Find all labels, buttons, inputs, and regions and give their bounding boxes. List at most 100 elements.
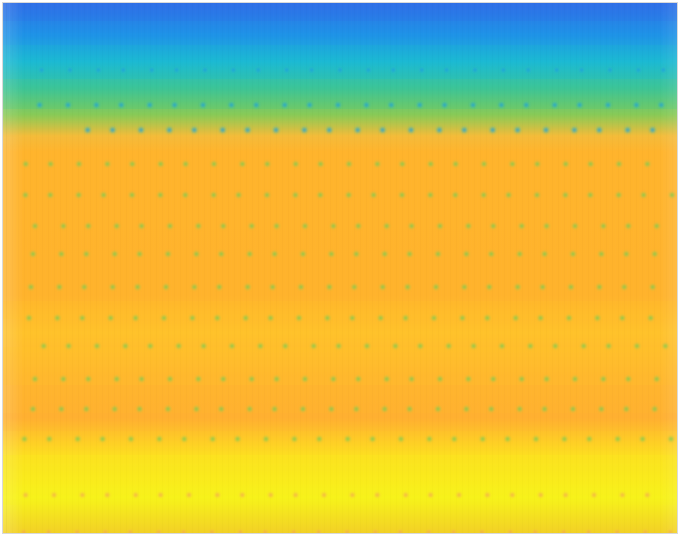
texture-streak — [300, 3, 301, 534]
texture-dot — [192, 250, 201, 258]
texture-dot — [160, 314, 168, 322]
texture-dot — [93, 342, 101, 350]
texture-streak — [351, 3, 352, 534]
texture-streak — [645, 3, 646, 534]
texture-streak — [648, 3, 649, 534]
texture-dot — [668, 191, 676, 199]
texture-streak — [573, 3, 574, 534]
texture-dot — [233, 435, 242, 443]
texture-dot — [641, 529, 650, 533]
texture-dot — [652, 222, 661, 230]
texture-dot — [382, 222, 391, 230]
texture-dot — [517, 222, 526, 230]
texture-dot — [354, 222, 363, 230]
texture-streak — [216, 3, 217, 534]
texture-dot — [314, 529, 323, 533]
texture-streak — [210, 3, 211, 534]
texture-dot — [215, 283, 224, 291]
texture-streak — [153, 3, 154, 534]
texture-dot — [336, 66, 344, 74]
texture-dot — [362, 101, 371, 109]
texture-dot — [29, 405, 37, 413]
texture-streak — [615, 3, 616, 534]
texture-dot — [364, 66, 373, 74]
texture-dot — [208, 529, 216, 533]
texture-dot — [560, 435, 569, 443]
texture-dot — [170, 101, 179, 109]
texture-streak — [504, 3, 505, 534]
texture-streak — [69, 3, 70, 534]
texture-streak — [483, 3, 484, 534]
texture-dot — [632, 101, 641, 109]
texture-dot — [597, 405, 606, 413]
texture-dot — [478, 529, 486, 533]
texture-dot — [538, 283, 547, 291]
texture-dot — [300, 126, 309, 134]
texture-dot — [464, 222, 473, 230]
texture-streak — [405, 3, 406, 534]
texture-dot — [352, 405, 361, 413]
texture-streak — [144, 3, 145, 534]
texture-streak — [168, 3, 169, 534]
texture-streak — [432, 3, 433, 534]
texture-dot — [155, 435, 164, 443]
texture-streak — [663, 3, 664, 534]
texture-streak — [495, 3, 496, 534]
texture-streak — [603, 3, 604, 534]
texture-dot — [31, 375, 39, 383]
texture-dot — [552, 66, 561, 74]
texture-streak — [129, 3, 130, 534]
texture-dot — [352, 250, 361, 258]
texture-dot — [254, 66, 263, 74]
texture-streak — [651, 3, 652, 534]
texture-streak — [597, 3, 598, 534]
texture-dot — [508, 160, 517, 168]
texture-dot — [533, 160, 542, 168]
texture-dot — [110, 405, 119, 413]
texture-streak — [165, 3, 166, 534]
texture-dot — [667, 435, 675, 443]
texture-streak — [564, 3, 565, 534]
texture-dot — [290, 435, 299, 443]
texture-streak — [9, 3, 10, 534]
texture-streak — [45, 3, 46, 534]
texture-dot — [164, 405, 172, 413]
texture-dot — [166, 375, 174, 383]
texture-dot — [137, 375, 146, 383]
texture-streak — [525, 3, 526, 534]
texture-dot — [66, 66, 74, 74]
texture-dot — [80, 283, 89, 291]
texture-dot — [380, 250, 389, 258]
texture-dot — [504, 191, 513, 199]
texture-dot — [219, 375, 228, 383]
texture-dot — [425, 435, 434, 443]
texture-streak — [435, 3, 436, 534]
texture-streak — [423, 3, 424, 534]
heatmap-svg — [3, 3, 677, 534]
texture-streak — [3, 3, 4, 534]
texture-dot — [154, 529, 163, 533]
texture-streak — [528, 3, 529, 534]
texture-streak — [39, 3, 40, 534]
texture-dot — [442, 66, 451, 74]
texture-dot — [179, 529, 188, 533]
texture-streak — [264, 3, 265, 534]
texture-dot — [618, 491, 627, 499]
texture-dot — [498, 342, 506, 350]
texture-streak — [411, 3, 412, 534]
texture-streak — [123, 3, 124, 534]
texture-streak — [552, 3, 553, 534]
texture-dot — [64, 342, 73, 350]
texture-streak — [114, 3, 115, 534]
texture-dot — [108, 126, 117, 134]
texture-dot — [350, 283, 359, 291]
texture-dot — [29, 250, 37, 258]
texture-streak — [468, 3, 469, 534]
texture-streak — [588, 3, 589, 534]
texture-dot — [217, 250, 226, 258]
texture-streak — [228, 3, 229, 534]
texture-streak — [429, 3, 430, 534]
texture-dot — [238, 491, 247, 499]
texture-streak — [324, 3, 325, 534]
